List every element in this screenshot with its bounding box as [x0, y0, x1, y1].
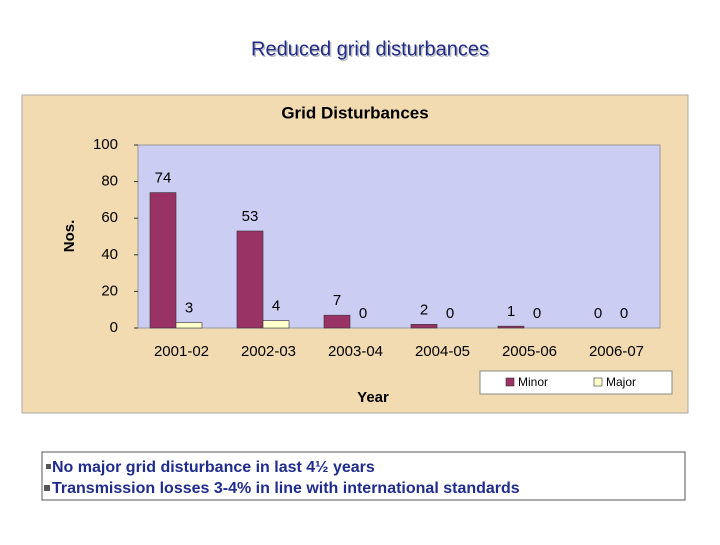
data-label: 1 — [507, 303, 515, 320]
bar — [149, 192, 177, 329]
data-label: 53 — [242, 208, 259, 225]
bullet-text: Transmission losses 3-4% in line with in… — [52, 480, 520, 497]
y-tick-label: 100 — [93, 136, 118, 153]
bar — [175, 322, 203, 329]
data-label: 7 — [333, 292, 341, 309]
slide-title-shadow: Reduced grid disturbances — [253, 40, 491, 62]
bar — [236, 230, 264, 329]
bullet-text: No major grid disturbance in last 4½ yea… — [52, 459, 375, 476]
data-label: 0 — [620, 305, 628, 322]
bar — [410, 324, 438, 329]
bar — [497, 325, 525, 329]
data-label: 74 — [155, 170, 172, 187]
y-tick-label: 20 — [101, 282, 118, 299]
data-label: 2 — [420, 301, 428, 318]
bullet-marker — [44, 485, 50, 491]
data-label: 4 — [272, 298, 280, 315]
x-tick-label: 2005-06 — [502, 343, 557, 360]
legend-label: Major — [606, 375, 636, 389]
bullet-marker — [46, 464, 51, 469]
data-label: 0 — [359, 305, 367, 322]
x-tick-label: 2002-03 — [241, 343, 296, 360]
data-label: 0 — [446, 305, 454, 322]
bar — [262, 320, 290, 329]
x-tick-label: 2006-07 — [589, 343, 644, 360]
x-tick-label: 2004-05 — [415, 343, 470, 360]
y-tick-label: 80 — [101, 173, 118, 190]
y-tick-label: 60 — [101, 209, 118, 226]
x-tick-label: 2001-02 — [154, 343, 209, 360]
chart-title: Grid Disturbances — [281, 103, 428, 122]
legend-swatch — [593, 377, 603, 387]
legend — [479, 370, 673, 395]
y-tick-label: 40 — [101, 246, 118, 263]
data-label: 3 — [185, 299, 193, 316]
y-tick-label: 0 — [110, 319, 118, 336]
data-label: 0 — [533, 305, 541, 322]
x-tick-label: 2003-04 — [328, 343, 383, 360]
slide-title: Reduced grid disturbances — [251, 38, 489, 60]
plot-area — [137, 144, 661, 329]
x-axis-label: Year — [357, 389, 389, 406]
legend-swatch — [505, 377, 515, 387]
y-axis-label: Nos. — [61, 220, 78, 253]
legend-label: Minor — [518, 375, 548, 389]
bar — [323, 314, 351, 329]
bullet-box — [41, 451, 686, 501]
data-label: 0 — [594, 305, 602, 322]
